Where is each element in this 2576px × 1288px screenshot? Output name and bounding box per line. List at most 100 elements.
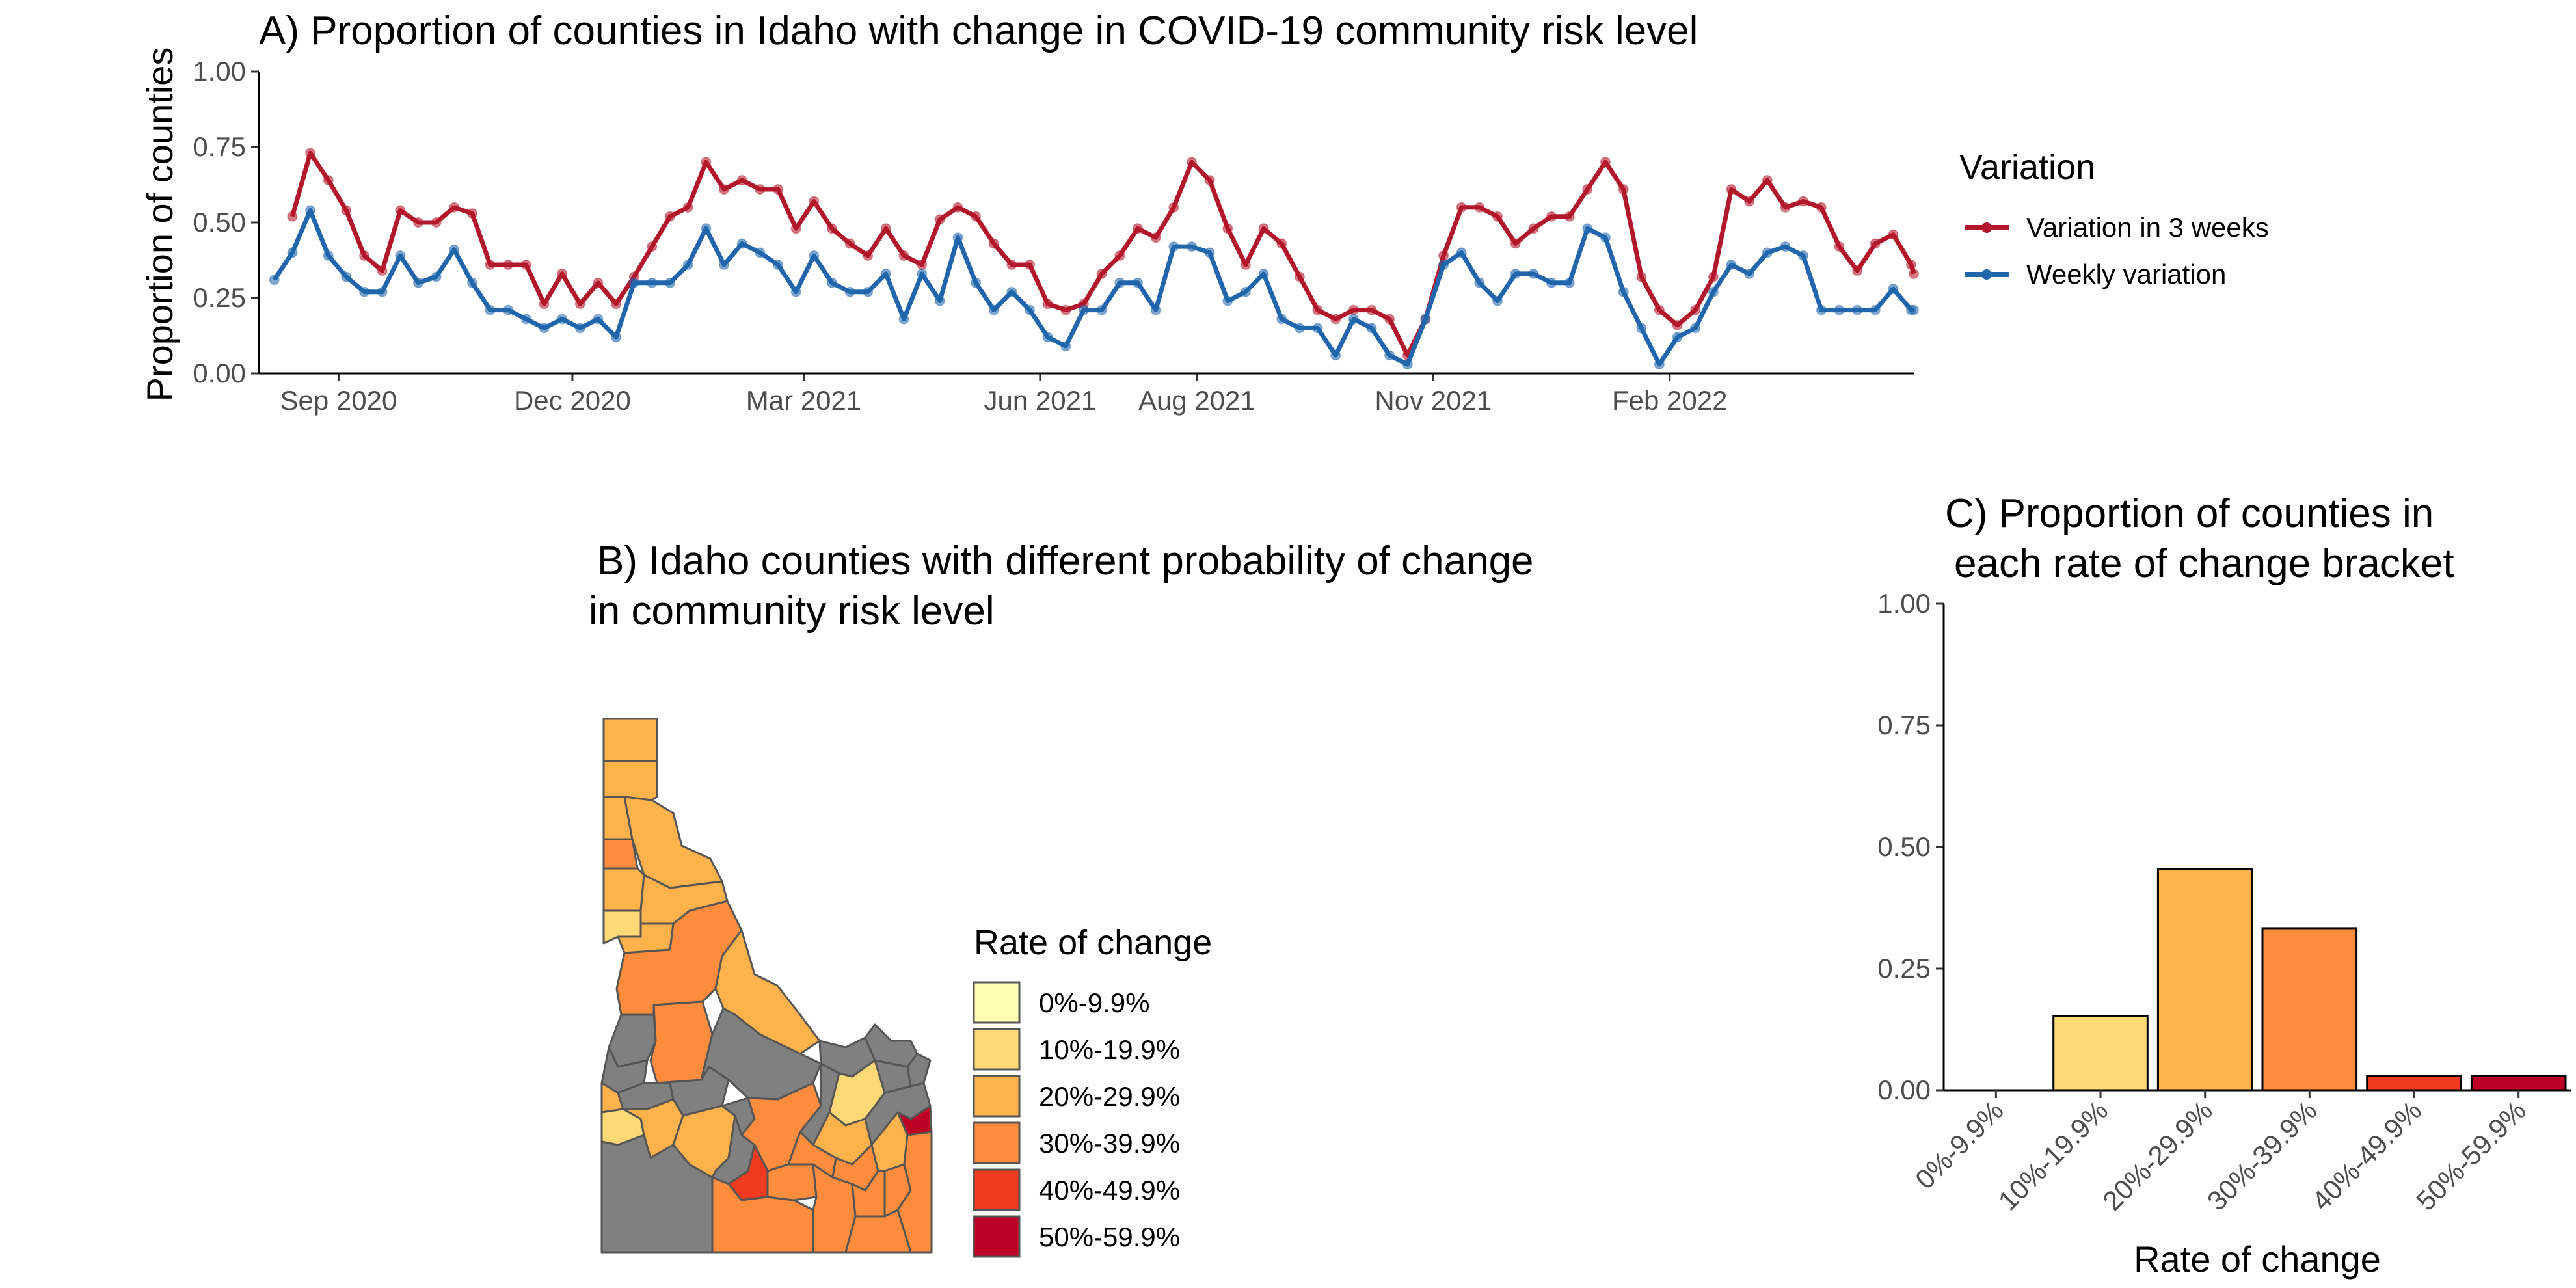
panel-c-y-ticks: 0.00 0.25 0.50 0.75 1.00 xyxy=(1877,588,1944,1105)
panel-a-x-tick-label: Mar 2021 xyxy=(746,385,861,416)
county-teton xyxy=(906,1053,932,1088)
data-point-weekly-variation xyxy=(1222,295,1233,306)
bar-50-59-9 xyxy=(2470,1075,2567,1092)
data-point-variation-in-3-weeks xyxy=(359,250,369,261)
data-point-variation-in-3-weeks xyxy=(1060,304,1071,315)
data-point-weekly-variation xyxy=(1402,359,1413,370)
data-point-variation-in-3-weeks xyxy=(539,299,550,310)
data-point-weekly-variation xyxy=(1528,268,1539,279)
data-point-weekly-variation xyxy=(1384,350,1395,361)
data-point-weekly-variation xyxy=(863,286,874,297)
data-point-variation-in-3-weeks xyxy=(1168,202,1179,213)
panel-a-legend: Variation Variation in 3 weeks Weekly va… xyxy=(1959,148,2269,289)
legend-swatch-20-29-9 xyxy=(973,1075,1021,1118)
legend-label-30-39-9: 30%-39.9% xyxy=(1039,1128,1180,1159)
panel-c-x-tick-label: 50%-59.9% xyxy=(2410,1095,2532,1216)
data-point-weekly-variation xyxy=(1114,277,1125,288)
data-point-weekly-variation xyxy=(1888,284,1899,295)
data-point-variation-in-3-weeks xyxy=(1312,304,1323,315)
data-point-weekly-variation xyxy=(665,277,675,288)
data-point-variation-in-3-weeks xyxy=(826,223,837,234)
data-point-weekly-variation xyxy=(557,314,568,325)
data-point-weekly-variation xyxy=(1600,232,1611,243)
data-point-variation-in-3-weeks xyxy=(1348,304,1359,315)
data-point-variation-in-3-weeks xyxy=(1294,271,1305,282)
data-point-weekly-variation xyxy=(1348,314,1359,325)
data-point-variation-in-3-weeks xyxy=(287,211,298,222)
data-point-variation-in-3-weeks xyxy=(1636,271,1647,282)
data-point-variation-in-3-weeks xyxy=(917,260,928,270)
panel-a-x-tick-label: Sep 2020 xyxy=(280,385,397,416)
panel-c-x-tick-label: 0%-9.9% xyxy=(1909,1095,2009,1195)
data-point-variation-in-3-weeks xyxy=(1366,304,1377,315)
data-point-weekly-variation xyxy=(305,205,315,216)
data-point-variation-in-3-weeks xyxy=(341,205,352,216)
series-line-variation-in-3-weeks xyxy=(290,150,1916,358)
county-south-border xyxy=(844,1209,912,1254)
panel-b-legend-title: Rate of change xyxy=(974,923,1212,962)
legend-label-weekly: Weekly variation xyxy=(2026,259,2226,289)
data-point-weekly-variation xyxy=(1909,304,1919,315)
bar-20-29-9 xyxy=(2156,868,2253,1092)
data-point-variation-in-3-weeks xyxy=(755,184,766,195)
legend-swatch-10-19-9 xyxy=(973,1028,1021,1071)
data-point-variation-in-3-weeks xyxy=(1618,184,1629,195)
legend-swatch-point-weekly xyxy=(1981,269,1992,280)
data-point-variation-in-3-weeks xyxy=(1708,271,1719,282)
data-point-weekly-variation xyxy=(1726,260,1737,270)
data-point-variation-in-3-weeks xyxy=(1276,238,1287,249)
legend-label-50-59-9: 50%-59.9% xyxy=(1039,1222,1180,1252)
data-point-variation-in-3-weeks xyxy=(412,217,423,228)
panel-b-legend-items: 0%-9.9% 10%-19.9% 20%-29.9% 30%-39.9% 40%-49… xyxy=(973,981,1180,1258)
data-point-weekly-variation xyxy=(574,323,585,334)
data-point-weekly-variation xyxy=(934,295,945,306)
data-point-weekly-variation xyxy=(1780,241,1791,252)
data-point-variation-in-3-weeks xyxy=(844,238,855,249)
data-point-variation-in-3-weeks xyxy=(1510,238,1521,249)
data-point-weekly-variation xyxy=(952,232,963,243)
panel-a-x-tick-label: Nov 2021 xyxy=(1375,385,1492,416)
data-point-variation-in-3-weeks xyxy=(1582,184,1593,195)
data-point-variation-in-3-weeks xyxy=(485,260,496,270)
data-point-weekly-variation xyxy=(1708,286,1719,297)
panel-a-x-tick-label: Dec 2020 xyxy=(514,385,631,416)
data-point-weekly-variation xyxy=(1546,277,1557,288)
data-point-weekly-variation xyxy=(395,250,406,261)
data-point-variation-in-3-weeks xyxy=(1816,202,1827,213)
data-point-weekly-variation xyxy=(1240,286,1251,297)
series-variation-in-3-weeks xyxy=(287,148,1919,361)
data-point-weekly-variation xyxy=(1636,323,1647,334)
panel-c-y-tick-label: 0.50 xyxy=(1877,831,1931,862)
panel-a-y-axis-title: Proportion of counties xyxy=(139,47,180,402)
data-point-variation-in-3-weeks xyxy=(1258,223,1269,234)
series-weekly-variation xyxy=(269,205,1919,370)
data-point-variation-in-3-weeks xyxy=(971,211,982,222)
data-point-weekly-variation xyxy=(1204,247,1215,258)
data-point-variation-in-3-weeks xyxy=(305,148,315,159)
legend-swatch-0-9-9 xyxy=(973,981,1021,1024)
data-point-variation-in-3-weeks xyxy=(611,299,622,310)
data-point-variation-in-3-weeks xyxy=(1150,232,1161,243)
data-point-variation-in-3-weeks xyxy=(1492,211,1503,222)
data-point-weekly-variation xyxy=(1654,359,1665,370)
data-point-variation-in-3-weeks xyxy=(557,268,568,279)
data-point-weekly-variation xyxy=(790,286,801,297)
data-point-weekly-variation xyxy=(593,314,604,325)
data-point-weekly-variation xyxy=(1438,260,1449,270)
data-point-weekly-variation xyxy=(719,260,729,270)
data-point-weekly-variation xyxy=(736,238,747,249)
data-point-weekly-variation xyxy=(1025,304,1036,315)
data-point-weekly-variation xyxy=(1816,304,1827,315)
data-point-variation-in-3-weeks xyxy=(1762,175,1773,185)
data-point-variation-in-3-weeks xyxy=(431,217,442,228)
data-point-variation-in-3-weeks xyxy=(719,184,729,195)
data-point-variation-in-3-weeks xyxy=(1528,223,1539,234)
data-point-variation-in-3-weeks xyxy=(1025,260,1036,270)
panel-c-x-tick-label: 10%-19.9% xyxy=(1992,1095,2114,1216)
data-point-variation-in-3-weeks xyxy=(880,223,891,234)
panel-c-title-line-2: each rate of change bracket xyxy=(1954,541,2454,586)
data-point-weekly-variation xyxy=(809,250,820,261)
panel-b-title-line-1: B) Idaho counties with different probabi… xyxy=(597,539,1534,584)
data-point-weekly-variation xyxy=(377,286,388,297)
data-point-variation-in-3-weeks xyxy=(682,202,693,213)
